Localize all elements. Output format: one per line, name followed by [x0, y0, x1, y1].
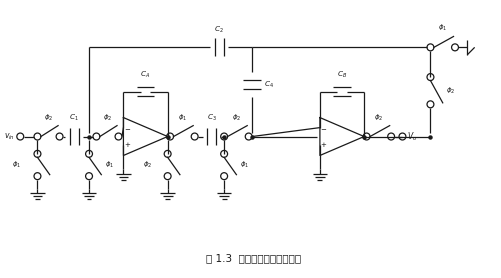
Text: $C_2$: $C_2$	[214, 25, 223, 35]
Text: $C_A$: $C_A$	[140, 69, 150, 80]
Text: $\phi_2$: $\phi_2$	[373, 113, 383, 123]
Text: $C_B$: $C_B$	[336, 69, 346, 80]
Text: $C_3$: $C_3$	[206, 113, 216, 123]
Text: $C_1$: $C_1$	[69, 113, 79, 123]
Text: $v_{in}$: $v_{in}$	[5, 131, 16, 142]
Text: $-$: $-$	[320, 125, 327, 131]
Text: $\phi_2$: $\phi_2$	[103, 113, 112, 123]
Text: $\phi_1$: $\phi_1$	[437, 23, 446, 33]
Text: $\phi_2$: $\phi_2$	[44, 113, 53, 123]
Text: 图 1.3  二阶开关电容滤波器节: 图 1.3 二阶开关电容滤波器节	[205, 253, 301, 263]
Text: $\phi_2$: $\phi_2$	[231, 113, 240, 123]
Text: $\phi_1$: $\phi_1$	[105, 160, 114, 170]
Text: $V_o$: $V_o$	[406, 130, 417, 143]
Text: $\phi_1$: $\phi_1$	[239, 160, 248, 170]
Text: $\phi_1$: $\phi_1$	[177, 113, 187, 123]
Text: $+$: $+$	[320, 140, 327, 150]
Text: $\phi_2$: $\phi_2$	[142, 160, 152, 170]
Text: $\phi_2$: $\phi_2$	[445, 86, 454, 96]
Text: $\phi_1$: $\phi_1$	[13, 160, 22, 170]
Text: $C_4$: $C_4$	[264, 80, 274, 90]
Text: $-$: $-$	[124, 125, 131, 131]
Text: $+$: $+$	[124, 140, 131, 150]
